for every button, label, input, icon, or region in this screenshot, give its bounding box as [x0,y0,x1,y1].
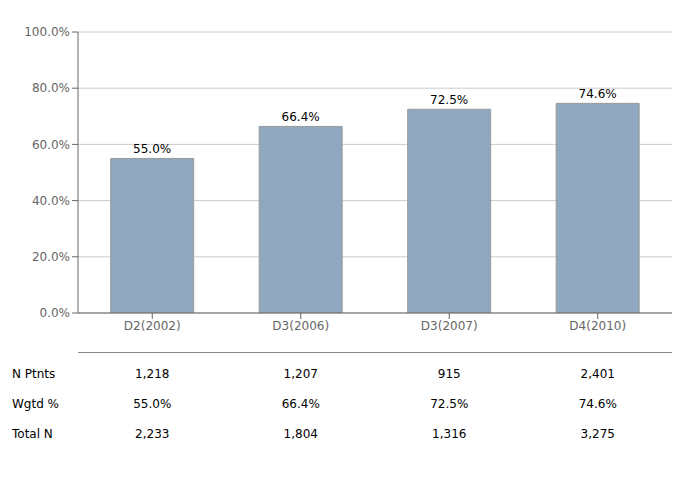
svg-text:0.0%: 0.0% [40,306,71,320]
svg-text:D3(2007): D3(2007) [421,319,478,333]
html-text:74.6%: 74.6% [578,397,617,411]
html-text:915: 915 [437,367,461,381]
svg-text:20.0%: 20.0% [32,250,70,264]
svg-text:40.0%: 40.0% [32,194,70,208]
svg-text:D2(2002): D2(2002) [124,319,181,333]
svg-text:D3(2006): D3(2006) [272,319,329,333]
html-text:2,233: 2,233 [135,427,170,441]
html-text:2,401: 2,401 [580,367,615,381]
html-text:1,207: 1,207 [283,367,318,381]
svg-text:72.5%: 72.5% [430,93,468,107]
html-text:Wgtd %: Wgtd % [12,397,59,411]
svg-text:60.0%: 60.0% [32,138,70,152]
html-text:1,218: 1,218 [135,367,170,381]
html-text:55.0%: 55.0% [133,397,172,411]
svg-text:74.6%: 74.6% [579,87,617,101]
svg-text:100.0%: 100.0% [24,25,70,39]
html-text:66.4%: 66.4% [281,397,320,411]
html-text:1,316: 1,316 [432,427,467,441]
svg-text:55.0%: 55.0% [133,142,171,156]
html-text:Total N: Total N [12,427,53,441]
html-text:72.5%: 72.5% [430,397,469,411]
html-text:N Ptnts: N Ptnts [12,367,56,381]
svg-text:D4(2010): D4(2010) [569,319,626,333]
html-text:1,804: 1,804 [283,427,318,441]
svg-text:66.4%: 66.4% [282,110,320,124]
svg-text:80.0%: 80.0% [32,81,70,95]
html-text:3,275: 3,275 [580,427,615,441]
